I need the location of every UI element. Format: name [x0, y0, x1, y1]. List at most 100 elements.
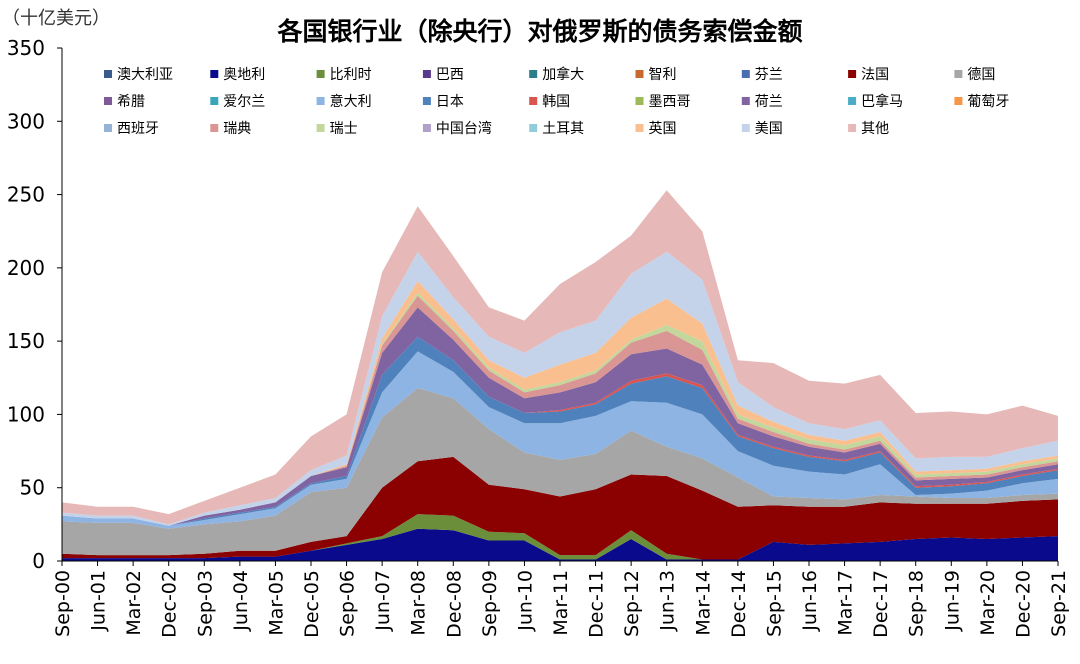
legend-label: 其他	[861, 121, 889, 137]
legend-swatch	[741, 97, 750, 105]
legend-swatch	[529, 124, 538, 132]
x-tick-label: Sep-12	[621, 570, 643, 637]
legend-swatch	[954, 97, 963, 105]
legend-swatch	[104, 70, 112, 78]
legend-swatch	[316, 70, 325, 78]
x-tick-label: Dec-14	[728, 570, 750, 638]
legend-label: 法国	[861, 67, 889, 83]
legend-swatch	[316, 124, 325, 132]
x-tick-label: Jun-13	[657, 570, 679, 632]
legend-label: 韩国	[542, 94, 570, 110]
x-tick-label: Jun-01	[88, 570, 110, 632]
x-tick-label: Sep-15	[763, 570, 785, 637]
area-series-1	[62, 528, 1058, 561]
legend-label: 澳大利亚	[117, 67, 173, 83]
legend-label: 中国台湾	[436, 120, 492, 137]
legend-swatch	[104, 124, 112, 132]
x-tick-label: Mar-14	[692, 570, 714, 636]
x-tick-label: Sep-18	[906, 570, 928, 637]
legend-swatch	[210, 124, 219, 132]
legend-swatch	[954, 70, 963, 78]
legend-label: 日本	[436, 94, 464, 110]
legend-label: 葡萄牙	[967, 94, 1009, 110]
x-tick-label: Dec-11	[586, 570, 608, 638]
legend-swatch	[529, 97, 538, 105]
legend-label: 墨西哥	[649, 94, 691, 110]
y-unit-label: （十亿美元）	[2, 8, 110, 29]
legend-swatch	[741, 124, 750, 132]
x-tick-label: Dec-08	[443, 570, 465, 638]
x-tick-label: Sep-09	[479, 570, 501, 637]
x-tick-label: Jun-04	[230, 570, 252, 632]
legend-swatch	[210, 97, 219, 105]
y-tick-label: 250	[7, 183, 45, 207]
y-tick-label: 200	[7, 256, 45, 280]
legend-swatch	[635, 70, 644, 78]
y-tick-label: 150	[7, 329, 45, 353]
y-tick-label: 350	[7, 36, 45, 60]
legend-label: 奥地利	[223, 66, 265, 83]
legend-label: 德国	[967, 67, 995, 83]
legend-swatch	[210, 70, 219, 78]
legend-swatch	[635, 97, 644, 105]
x-tick-label: Mar-11	[550, 570, 572, 636]
legend-label: 智利	[649, 67, 677, 83]
y-tick-label: 0	[32, 549, 45, 573]
area-series-8	[62, 388, 1058, 556]
legend-label: 瑞典	[223, 121, 251, 137]
legend-swatch	[741, 70, 750, 78]
x-tick-label: Mar-05	[265, 570, 287, 636]
legend-label: 加拿大	[542, 66, 584, 83]
legend-label: 西班牙	[117, 121, 159, 137]
x-tick-label: Jun-10	[514, 570, 536, 632]
legend-label: 英国	[649, 120, 677, 137]
x-tick-label: Mar-08	[408, 570, 430, 636]
x-tick-label: Sep-00	[52, 570, 74, 637]
area-series-25	[62, 190, 1058, 525]
x-tick-label: Jun-07	[372, 570, 394, 632]
x-tick-label: Dec-05	[301, 570, 323, 638]
x-tick-label: Sep-06	[337, 570, 359, 637]
x-tick-label: Mar-17	[835, 570, 857, 636]
legend-label: 土耳其	[542, 121, 584, 137]
legend-label: 希腊	[117, 94, 145, 110]
x-tick-label: Dec-20	[1012, 570, 1034, 638]
x-tick-label: Sep-21	[1048, 570, 1070, 637]
y-tick-label: 100	[7, 402, 45, 426]
area-series-11	[62, 351, 1058, 529]
legend-swatch	[104, 97, 112, 105]
legend-swatch	[848, 70, 857, 78]
x-tick-label: Mar-02	[123, 570, 145, 636]
legend-label: 美国	[755, 121, 783, 137]
legend-label: 爱尔兰	[223, 94, 265, 110]
x-tick-label: Jun-16	[799, 570, 821, 632]
legend-label: 意大利	[330, 93, 372, 110]
legend-label: 巴拿马	[861, 93, 903, 110]
area-series-group	[62, 190, 1058, 561]
x-tick-label: Sep-03	[194, 570, 216, 637]
area-series-7	[62, 456, 1058, 560]
y-tick-label: 300	[7, 109, 45, 133]
legend-swatch	[848, 97, 857, 105]
x-tick-label: Jun-19	[941, 570, 963, 632]
legend-swatch	[529, 70, 538, 78]
legend-swatch	[422, 124, 431, 132]
legend-swatch	[316, 97, 325, 105]
chart-title: 各国银行业（除央行）对俄罗斯的债务索偿金额	[276, 17, 802, 46]
legend-label: 芬兰	[755, 67, 783, 83]
x-axis-ticks: Sep-00 Jun-01 Mar-02 Dec-02 Sep-03 Jun-04 Mar-…	[52, 561, 1070, 638]
x-tick-label: Mar-20	[977, 570, 999, 636]
x-tick-label: Dec-17	[870, 570, 892, 638]
legend-swatch	[422, 70, 431, 78]
legend-swatch	[635, 124, 644, 132]
legend-label: 瑞士	[330, 121, 358, 137]
legend-label: 荷兰	[755, 94, 783, 110]
legend-label: 巴西	[436, 67, 464, 83]
legend-label: 比利时	[330, 67, 372, 83]
y-tick-label: 50	[20, 476, 45, 500]
legend-swatch	[422, 97, 431, 105]
legend-swatch	[848, 124, 857, 132]
y-axis-ticks: 0 50 100 150 200 250 300 350	[7, 36, 62, 573]
